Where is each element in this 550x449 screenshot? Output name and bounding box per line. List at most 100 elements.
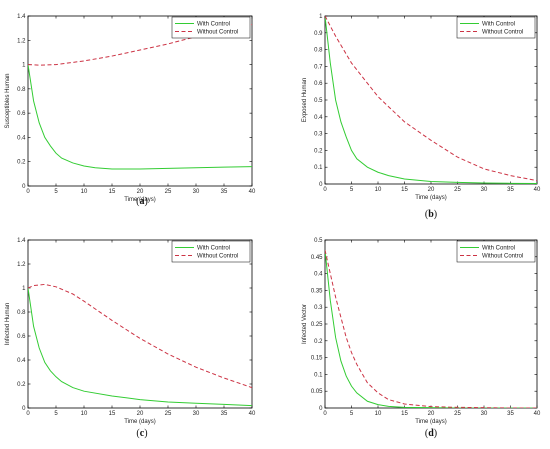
legend-entry: With Control <box>197 246 230 252</box>
chart-panel-a: 0 5 10 15 20 25 30 35 40 0 0.2 0.4 0.6 0.8 1 1.2 1.4 Time… <box>5 14 256 207</box>
y-tick-label: 1 <box>22 286 26 292</box>
x-tick-label: 30 <box>481 187 488 193</box>
y-tick-label: 0.5 <box>314 98 323 104</box>
y-tick-label: 0.4 <box>314 115 323 121</box>
y-tick-label: 0 <box>319 406 323 412</box>
caption-letter: a <box>140 196 145 207</box>
y-tick-label: 1.2 <box>17 262 26 268</box>
x-tick-label: 25 <box>454 187 461 193</box>
y-axis-label: Exposed Human <box>302 78 308 122</box>
y-tick-label: 1 <box>319 14 323 20</box>
y-tick-label: 0.1 <box>314 372 323 378</box>
caption-paren-open: ( <box>425 209 429 220</box>
y-tick-label: 0.7 <box>314 64 323 70</box>
x-tick-label: 0 <box>26 411 30 417</box>
x-tick-label: 10 <box>375 411 382 417</box>
x-tick-label: 35 <box>507 187 514 193</box>
x-tick-label: 25 <box>165 411 172 417</box>
caption-letter: d <box>428 428 434 439</box>
plot-frame <box>324 239 538 409</box>
y-tick-label: 0.3 <box>314 305 323 311</box>
y-axis-label: Susceptibles Human <box>5 73 11 128</box>
x-axis-label: Time (days) <box>124 419 155 425</box>
x-tick-label: 10 <box>375 187 382 193</box>
y-tick-label: 1 <box>22 63 26 69</box>
series-line-with-control <box>325 16 537 184</box>
caption-paren-close: ) <box>144 428 147 439</box>
legend-entry: Without Control <box>197 30 238 36</box>
series-line-without-control <box>28 283 252 389</box>
x-tick-label: 15 <box>109 189 116 195</box>
caption-paren-open: ( <box>136 428 140 439</box>
legend-entry: Without Control <box>482 254 523 260</box>
x-tick-label: 15 <box>401 411 408 417</box>
panel-caption: (a) <box>136 196 148 207</box>
x-axis-label: Time (days) <box>124 197 155 203</box>
panel-caption: (b) <box>425 209 437 220</box>
x-tick-label: 10 <box>81 189 88 195</box>
y-tick-label: 0.8 <box>314 48 323 54</box>
y-tick-label: 0.6 <box>314 81 323 87</box>
x-tick-label: 0 <box>323 187 327 193</box>
legend-entry: Without Control <box>197 254 238 260</box>
x-tick-label: 20 <box>137 411 144 417</box>
legend-entry: Without Control <box>482 30 523 36</box>
legend-entry: With Control <box>482 22 515 28</box>
y-tick-label: 0.9 <box>314 31 323 37</box>
y-tick-label: 0.35 <box>311 288 323 294</box>
y-tick-label: 0.2 <box>314 339 323 345</box>
x-tick-label: 35 <box>507 411 514 417</box>
legend-box <box>171 16 251 39</box>
x-tick-label: 15 <box>109 411 116 417</box>
x-tick-label: 5 <box>54 411 58 417</box>
plot-frame <box>324 15 538 185</box>
x-tick-label: 25 <box>165 189 172 195</box>
y-tick-label: 0 <box>22 184 26 190</box>
series-line-without-control <box>325 249 537 408</box>
panel-caption: (d) <box>425 428 437 439</box>
legend-box <box>456 16 536 39</box>
y-tick-label: 0.45 <box>311 255 323 261</box>
y-tick-label: 0 <box>319 182 323 188</box>
chart-panel-d: 0 5 10 15 20 25 30 35 40 0 0.05 0.1 0.15 0.2 0.25 0.3 0.… <box>302 238 541 439</box>
y-tick-label: 0.1 <box>314 165 323 171</box>
y-tick-label: 1.2 <box>17 38 26 44</box>
y-tick-label: 0.5 <box>314 238 323 244</box>
y-axis-label: Infected Human <box>5 303 11 345</box>
legend: With Control Without Control <box>171 16 251 39</box>
legend-entry: With Control <box>197 22 230 28</box>
x-tick-label: 30 <box>193 411 200 417</box>
x-tick-label: 5 <box>350 187 354 193</box>
x-tick-label: 35 <box>221 411 228 417</box>
series-line-without-control <box>325 16 537 182</box>
y-tick-label: 0.25 <box>311 322 323 328</box>
series-line-with-control <box>325 250 537 408</box>
y-tick-label: 0.05 <box>311 389 323 395</box>
x-tick-label: 15 <box>401 187 408 193</box>
y-tick-label: 0.6 <box>17 111 26 117</box>
panel-caption: (c) <box>136 428 147 439</box>
x-tick-label: 5 <box>350 411 354 417</box>
caption-letter: b <box>428 209 434 220</box>
y-tick-label: 0.2 <box>314 148 323 154</box>
x-tick-label: 40 <box>249 189 256 195</box>
y-tick-label: 0.8 <box>17 87 26 93</box>
x-tick-label: 0 <box>26 189 30 195</box>
y-tick-label: 0.3 <box>314 132 323 138</box>
y-tick-label: 0.6 <box>17 334 26 340</box>
legend: With Control Without Control <box>456 240 536 263</box>
y-tick-label: 1.4 <box>17 238 26 244</box>
chart-panel-b: 0 5 10 15 20 25 30 35 40 0 0.1 0.2 0.3 0.4 0.5 0.6 0.7 0.… <box>302 14 541 220</box>
caption-paren-open: ( <box>136 196 140 207</box>
x-tick-label: 40 <box>534 187 541 193</box>
caption-paren-close: ) <box>434 428 437 439</box>
caption-paren-close: ) <box>145 196 148 207</box>
x-tick-label: 30 <box>193 189 200 195</box>
x-axis-label: Time (days) <box>415 195 446 201</box>
x-tick-label: 10 <box>81 411 88 417</box>
y-tick-label: 0.2 <box>17 160 26 166</box>
legend-entry: With Control <box>482 246 515 252</box>
y-tick-label: 0.4 <box>314 272 323 278</box>
x-tick-label: 20 <box>428 187 435 193</box>
